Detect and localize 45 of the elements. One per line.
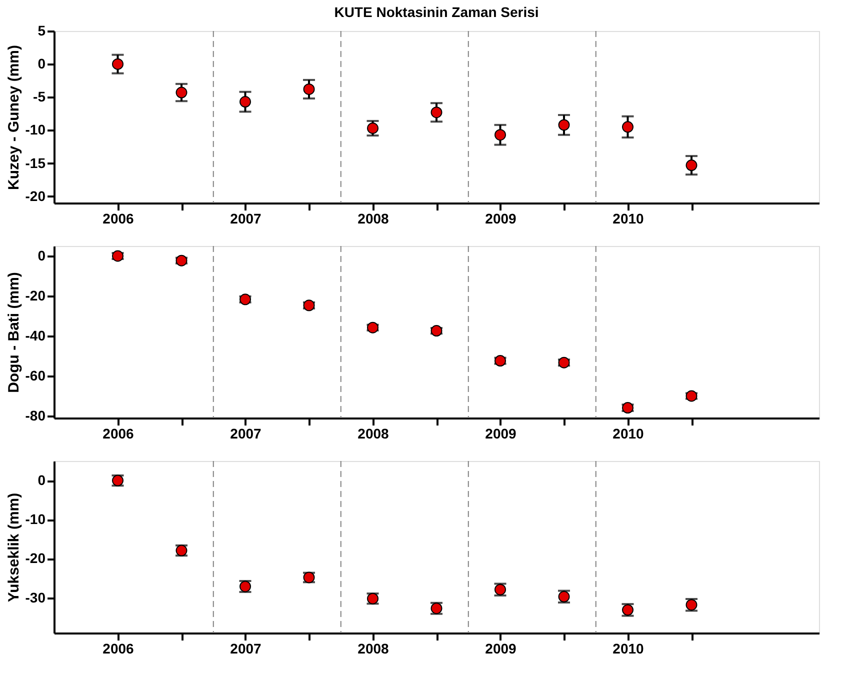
point [558,119,570,131]
y-tick-label: -40 [25,328,46,344]
point [494,129,506,141]
x-tick-label: 2010 [612,426,644,442]
x-tick-label: 2008 [358,210,390,226]
point [303,83,315,95]
y-tick-label: -5 [33,88,46,105]
y-tick-label: 0 [38,472,46,488]
y-tick-label: -80 [25,408,46,424]
point [176,86,188,98]
x-tick-label: 2008 [358,426,390,442]
y-tick-label: 5 [38,22,46,38]
x-tick-label: 2009 [485,210,517,226]
point [367,122,378,134]
y-axis-title: Dogu - Bati (mm) [5,272,22,393]
point [622,121,634,133]
x-tick-label: 2009 [485,426,517,442]
y-tick-label: -10 [25,122,46,138]
y-tick-label: -10 [25,511,46,528]
point [240,96,251,108]
y-tick-label: -20 [25,550,46,566]
y-tick-label: 0 [38,248,46,264]
x-tick-label: 2006 [102,640,134,656]
y-tick-label: -30 [25,589,46,606]
x-tick-label: 2008 [358,640,390,656]
x-tick-label: 2006 [102,210,134,226]
y-axis-title: Kuzey - Guney (mm) [5,44,22,190]
y-tick-label: 0 [38,56,46,72]
y-tick-label: -20 [25,288,46,304]
x-tick-label: 2007 [230,210,262,226]
y-tick-label: -15 [25,154,46,171]
x-tick-label: 2006 [102,426,134,442]
y-axis-title: Yukseklik (mm) [5,492,22,602]
y-tick-label: -20 [25,188,46,204]
point [112,58,124,70]
x-tick-label: 2010 [612,210,644,226]
x-tick-label: 2009 [485,640,517,656]
chart-title: KUTE Noktasinin Zaman Serisi [334,4,539,20]
x-tick-label: 2010 [612,640,644,656]
point [686,160,698,172]
point [494,355,506,367]
x-tick-label: 2007 [230,640,262,656]
point [430,106,442,118]
x-tick-label: 2007 [230,426,262,442]
y-tick-label: -60 [25,368,46,384]
